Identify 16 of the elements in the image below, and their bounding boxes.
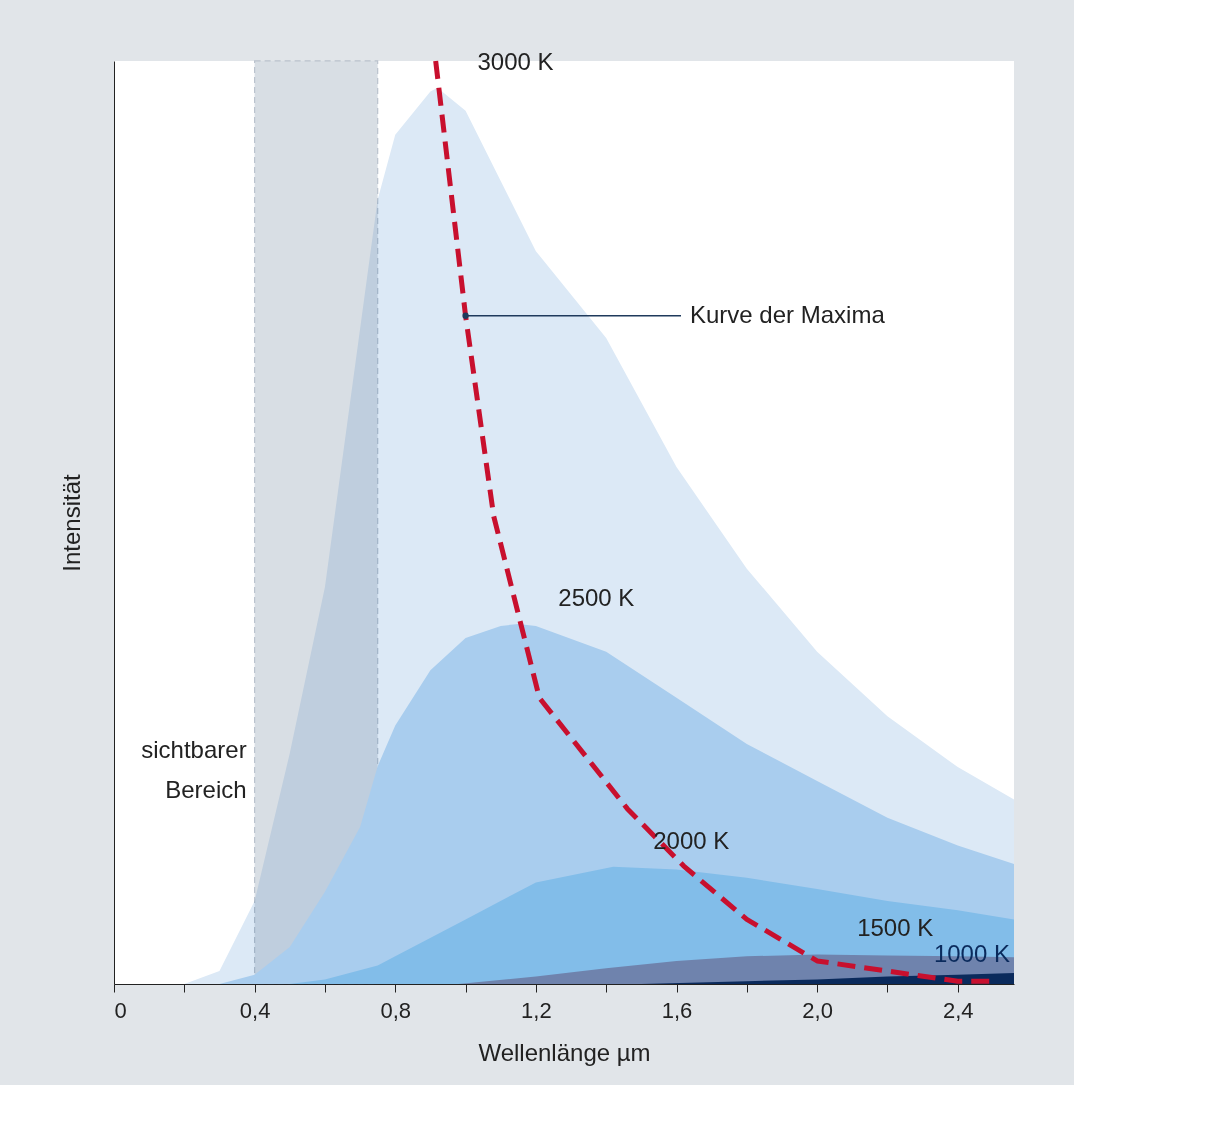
x-tick-label: 0 (114, 997, 127, 1023)
series-label: 1500 K (857, 914, 934, 942)
x-tick-label: 2,0 (802, 997, 833, 1023)
series-label: 2000 K (653, 826, 730, 854)
series-label: 1000 K (933, 939, 1010, 967)
series-label: 3000 K (477, 47, 554, 75)
x-tick-label: 0,8 (380, 997, 412, 1023)
band-label: sichtbarer Bereich (141, 735, 247, 803)
x-tick-label: 2,4 (942, 997, 974, 1023)
x-axis-title: Wellenlänge µm (478, 1038, 651, 1066)
annotation: Kurve der Maxima (690, 300, 886, 328)
series-label: 2500 K (558, 584, 635, 612)
x-tick-label: 1,6 (661, 997, 693, 1023)
y-axis-title: Intensität (57, 473, 85, 572)
x-tick-label: 0,4 (239, 997, 271, 1023)
x-tick-label: 1,2 (521, 997, 552, 1023)
